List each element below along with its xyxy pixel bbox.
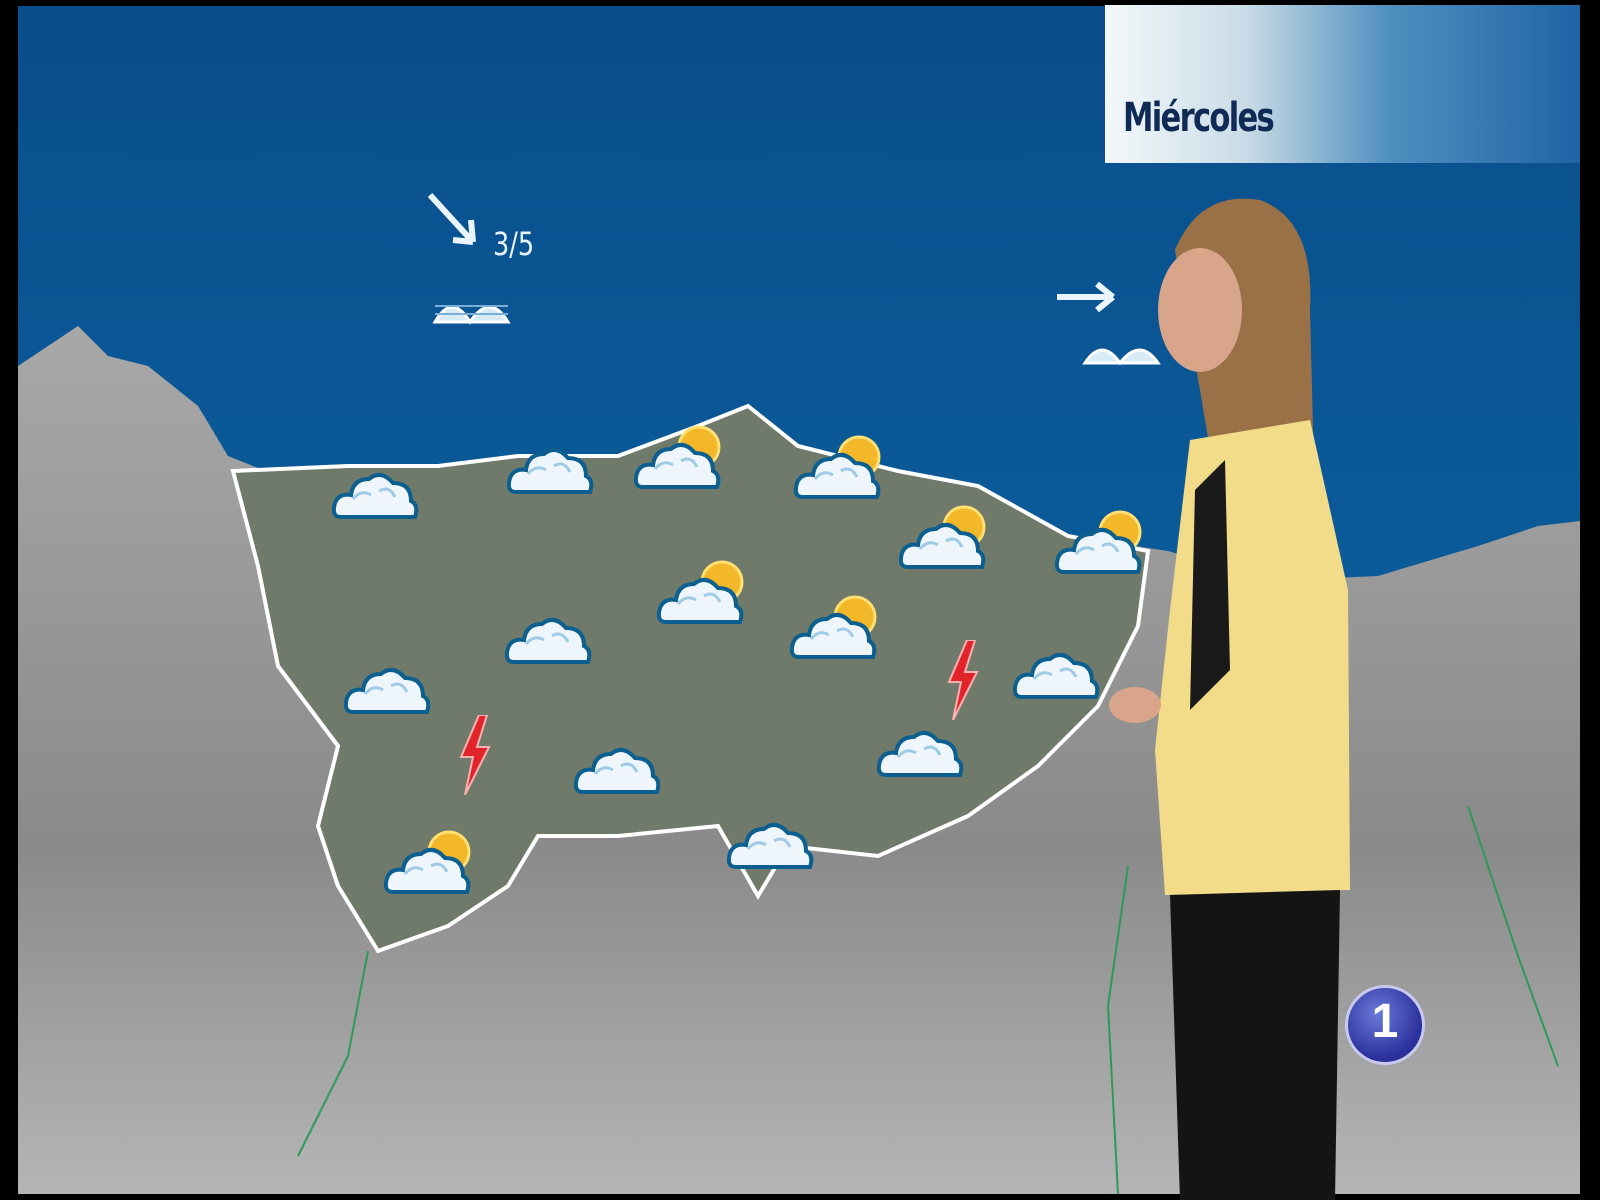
cloudy-icon <box>876 730 964 777</box>
lightning-icon <box>459 715 491 795</box>
partly-sunny-icon <box>793 435 881 499</box>
cloudy-icon <box>1012 652 1100 699</box>
partly-sunny-icon <box>1054 510 1142 574</box>
cloudy-icon <box>331 472 419 519</box>
region-borders <box>297 805 1559 1194</box>
partly-sunny-icon <box>898 505 986 569</box>
waves-icon <box>432 305 511 325</box>
tve1-logo: 1 <box>1345 985 1425 1065</box>
wind-value: 3/5 <box>493 225 535 263</box>
cloudy-icon <box>343 667 431 714</box>
cloudy-icon <box>504 617 592 664</box>
day-banner: Miércoles <box>1105 5 1580 163</box>
arrow-right-icon <box>1057 281 1115 313</box>
cloudy-icon <box>573 747 661 794</box>
cloudy-icon <box>506 447 594 494</box>
partly-sunny-icon <box>383 830 471 894</box>
day-label: Miércoles <box>1123 95 1275 141</box>
presenter <box>1109 198 1350 1200</box>
waves-icon <box>1082 348 1161 366</box>
partly-sunny-icon <box>633 425 721 489</box>
arrow-down-right-icon <box>427 192 476 245</box>
partly-sunny-icon <box>656 560 744 624</box>
lightning-icon <box>947 640 979 720</box>
cloudy-icon <box>726 822 814 869</box>
partly-sunny-icon <box>789 595 877 659</box>
logo-text: 1 <box>1371 995 1399 1048</box>
